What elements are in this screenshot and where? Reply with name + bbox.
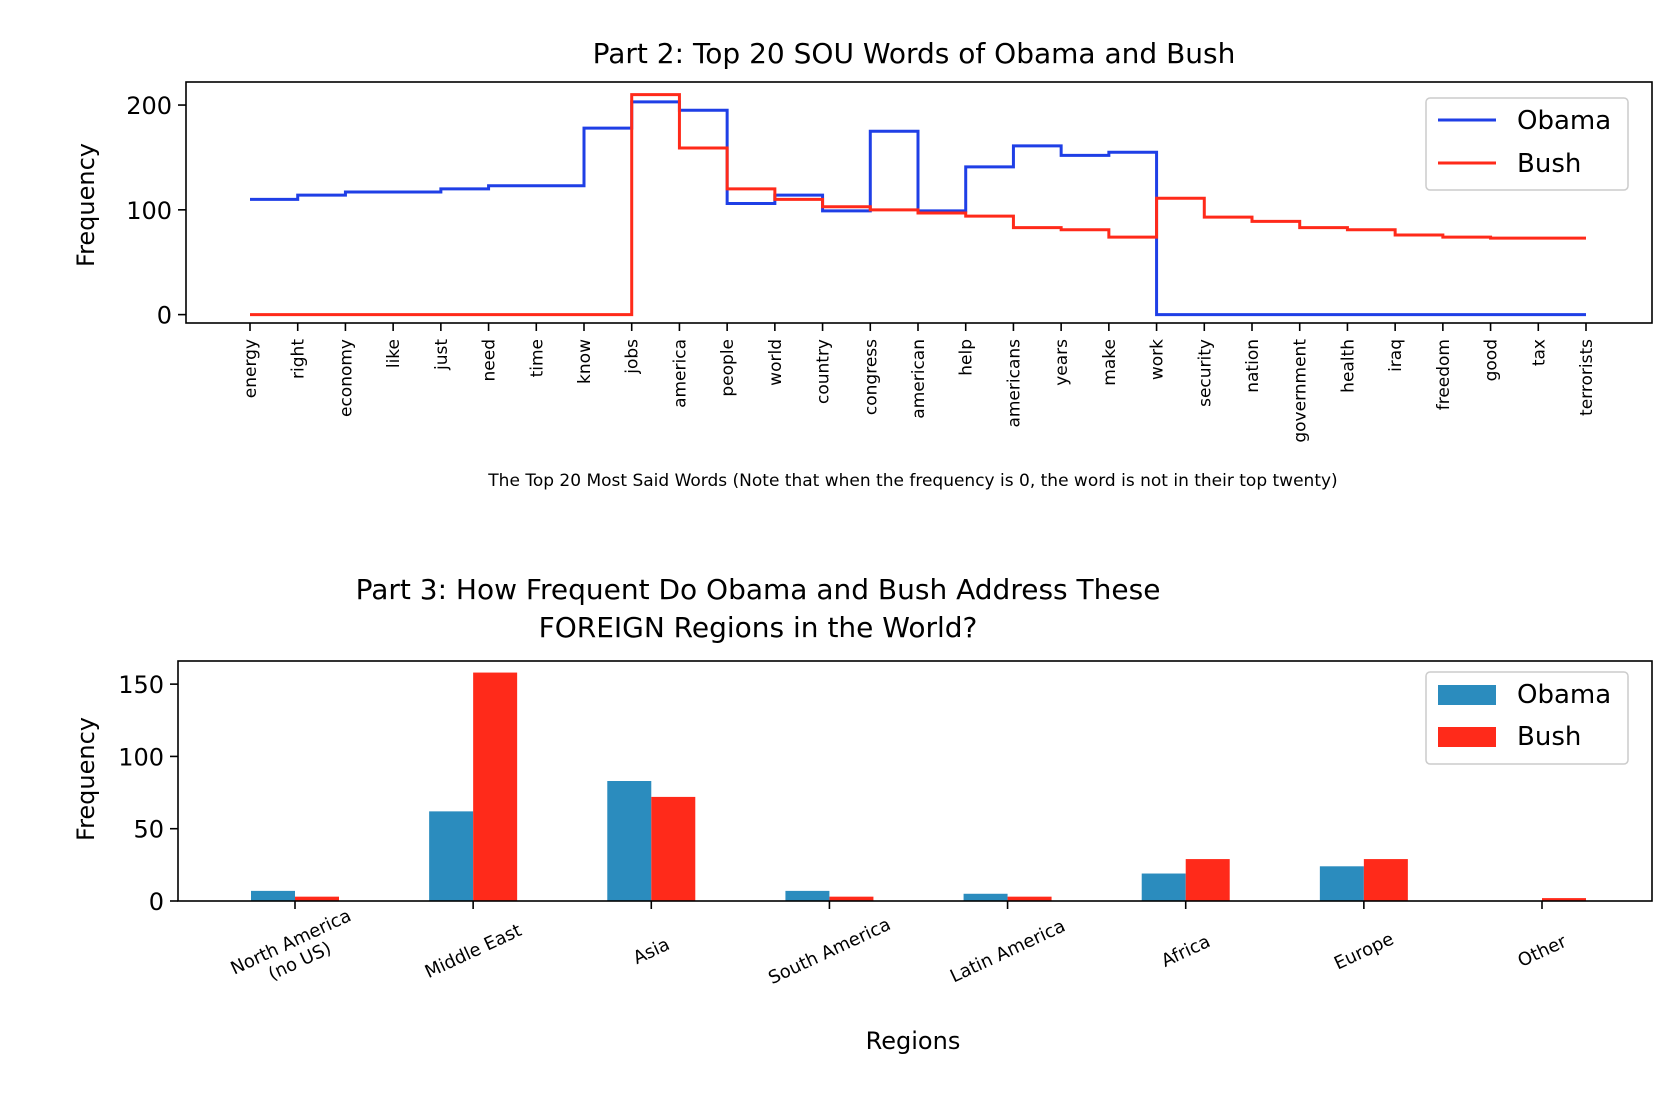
chart2-title-line2: FOREIGN Regions in the World? [539, 611, 978, 644]
chart1-x-tick-label: people [718, 339, 738, 397]
chart2-bar-obama-latin-america [963, 893, 1008, 901]
chart2-x-tick-label: Africa [1158, 931, 1213, 972]
chart2-bar-obama-asia [607, 781, 652, 901]
chart1-x-tick-label: jobs [623, 339, 643, 375]
chart1-x-tick-label: good [1482, 339, 1502, 381]
chart2-x-tick-label-line: Africa [1158, 931, 1213, 972]
chart2-axes-frame [177, 660, 1653, 902]
chart1-x-tick-label: like [384, 339, 404, 368]
chart1-x-tick-label: government [1291, 339, 1311, 443]
chart2-x-tick-label-line: Europe [1331, 929, 1397, 975]
chart1-x-tick-label: america [670, 339, 690, 408]
chart1-x-tick-label: nation [1243, 339, 1263, 393]
chart1-x-tick-label: congress [861, 339, 881, 415]
chart2-bar-bush-asia [651, 796, 696, 901]
regions-bar-chart: Part 3: How Frequent Do Obama and Bush A… [72, 573, 1653, 1055]
chart1-x-tick-label: security [1195, 339, 1215, 407]
chart1-x-tick-label: freedom [1434, 339, 1454, 410]
chart2-bar-bush-europe [1363, 859, 1408, 901]
chart2-x-tick-label: Other [1515, 931, 1571, 972]
chart2-x-tick-label-line: Middle East [422, 920, 525, 983]
chart1-x-tick-label: years [1052, 339, 1072, 386]
chart1-x-axis-label: The Top 20 Most Said Words (Note that wh… [487, 471, 1337, 491]
chart1-legend-bush-label: Bush [1517, 149, 1581, 179]
chart2-x-tick-label-line: Asia [630, 934, 673, 969]
chart2-bar-bush-north-america-no-us [295, 896, 339, 901]
chart2-plot-area: 0 50 100 150 North America(no US) Middle East… [118, 660, 1653, 989]
chart1-x-tick-label: tax [1529, 339, 1549, 366]
chart1-x-tick-label: right [289, 339, 309, 379]
chart1-x-tick-label: health [1338, 339, 1358, 393]
chart2-legend-obama-swatch [1438, 685, 1496, 705]
chart1-x-tick-label: terrorists [1577, 339, 1597, 416]
chart1-series-obama [250, 100, 1586, 317]
chart1-x-tick-label: economy [336, 339, 356, 417]
chart2-legend-bush-swatch [1438, 727, 1496, 747]
chart1-y-tick-label: 200 [126, 92, 172, 120]
chart2-bar-bush-latin-america [1007, 896, 1052, 901]
chart2-title-line1: Part 3: How Frequent Do Obama and Bush A… [356, 573, 1161, 606]
chart1-x-tick-label: americans [1004, 339, 1024, 428]
chart2-y-tick-label: 50 [133, 816, 164, 844]
chart2-x-tick-label: North America(no US) [227, 905, 354, 985]
chart2-bar-bush-other [1542, 898, 1586, 901]
chart2-bar-bush-africa [1185, 859, 1230, 901]
chart2-bar-obama-europe [1319, 866, 1364, 901]
chart2-legend: Obama Bush [1425, 671, 1629, 765]
chart2-legend-obama-label: Obama [1517, 680, 1611, 710]
chart1-x-tick-label: know [575, 339, 595, 384]
chart2-x-axis-label: Regions [866, 1027, 961, 1055]
chart2-y-tick-label: 100 [118, 743, 164, 771]
chart1-x-tick-label: country [814, 339, 834, 404]
chart2-legend-bush-label: Bush [1517, 722, 1581, 752]
chart2-y-axis-label: Frequency [72, 717, 100, 841]
chart2-x-tick-label: South America [765, 914, 894, 989]
chart1-x-tick-label: help [957, 339, 977, 376]
chart1-x-tick-label: energy [241, 339, 261, 398]
chart2-bar-bush-middle-east [473, 672, 518, 901]
chart1-y-tick-label: 0 [157, 302, 172, 330]
chart1-x-tick-label: work [1148, 339, 1168, 380]
chart1-legend-obama-label: Obama [1517, 106, 1611, 136]
chart1-x-tick-label: time [527, 339, 547, 377]
chart2-x-tick-label: Asia [630, 934, 673, 969]
chart1-axes-frame [185, 81, 1653, 324]
chart1-x-tick-label: iraq [1386, 339, 1406, 372]
chart2-bar-obama-north-america-no-us [251, 890, 295, 901]
chart2-bar-obama-south-america [785, 890, 830, 901]
chart2-x-tick-label-line: South America [765, 914, 894, 989]
chart2-x-tick-label: Middle East [422, 920, 525, 983]
chart2-bar-bush-south-america [829, 896, 874, 901]
chart1-x-tick-label: just [432, 339, 452, 371]
chart1-x-tick-label: need [480, 339, 500, 381]
chart2-x-tick-label: Latin America [947, 916, 1069, 988]
chart2-x-tick-label-line: Other [1515, 931, 1571, 972]
chart2-y-tick-label: 150 [118, 671, 164, 699]
chart1-legend: Obama Bush [1425, 97, 1629, 191]
chart2-bar-obama-middle-east [429, 811, 474, 901]
chart1-y-tick-label: 100 [126, 197, 172, 225]
chart2-y-tick-label: 0 [149, 888, 164, 916]
chart1-x-tick-label: american [909, 339, 929, 419]
chart1-y-axis-label: Frequency [72, 143, 100, 267]
chart1-plot-area: 0 100 200 energy right economy like just need tim… [126, 81, 1653, 443]
chart1-series-bush [250, 93, 1586, 317]
chart1-title: Part 2: Top 20 SOU Words of Obama and Bu… [593, 37, 1236, 70]
chart2-x-tick-label-line: Latin America [947, 916, 1069, 988]
word-frequency-chart: Part 2: Top 20 SOU Words of Obama and Bu… [72, 37, 1653, 491]
chart1-x-tick-label: world [766, 339, 786, 386]
chart2-bar-obama-africa [1141, 873, 1186, 901]
chart1-x-tick-label: make [1100, 339, 1120, 386]
chart2-x-tick-label: Europe [1331, 929, 1397, 975]
